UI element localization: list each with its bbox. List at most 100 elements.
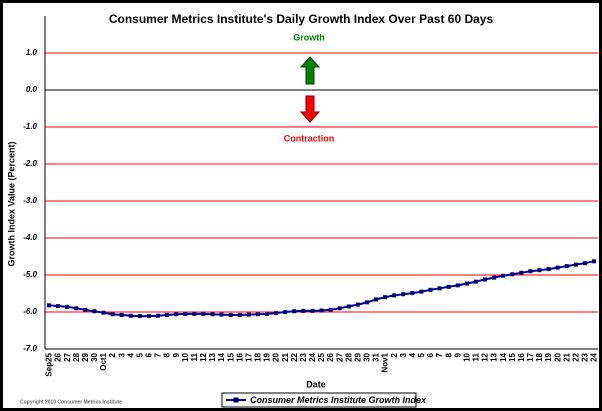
point [437,286,442,291]
x-tick-label: 7 [435,352,444,357]
x-tick-label: 8 [163,352,172,357]
x-tick-label: 3 [399,352,408,357]
point [137,314,142,319]
growth-arrow [299,56,321,85]
y-axis-label: Growth Index Value (Percent) [6,141,16,266]
x-tick-label: Sep25 [45,352,54,376]
point [473,279,478,284]
x-tick-label: 29 [81,352,90,361]
point [201,311,206,316]
x-tick-label: 19 [544,352,553,361]
legend-label: Consumer Metrics Institute Growth Index [250,395,427,405]
copyright: Copyright 2010 Consumer Metrics Institut… [20,399,122,405]
point [255,312,260,317]
point [392,293,397,298]
point [301,308,306,313]
x-tick-label: Oct1 [99,352,108,370]
x-tick-label: 14 [217,352,226,361]
point [110,312,115,317]
x-tick-label: Nov1 [381,352,390,372]
x-tick-label: 15 [226,352,235,361]
point [346,304,351,309]
point [65,304,70,309]
point [582,261,587,266]
point [519,270,524,275]
x-tick-label: 24 [308,352,317,361]
x-tick-label: 18 [535,352,544,361]
point [146,314,151,319]
point [74,306,79,311]
point [483,277,487,282]
x-tick-label: 11 [472,352,481,361]
point [364,300,369,305]
x-tick-label: 23 [581,352,590,361]
point [573,262,578,267]
x-tick-label: 6 [426,352,435,357]
x-tick-label: 10 [462,352,471,361]
x-tick-label: 24 [590,352,599,361]
x-tick-label: 17 [244,352,253,361]
x-tick-label: 3 [117,352,126,357]
x-tick-label: 18 [254,352,263,361]
y-tick-label: -2.0 [23,159,37,168]
x-tick-label: 30 [90,352,99,361]
point [83,307,88,312]
x-tick-label: 22 [571,352,580,361]
point [128,313,133,318]
x-tick-label: 12 [481,352,490,361]
point [319,308,324,313]
x-tick-label: 4 [408,352,417,357]
x-tick-label: 17 [526,352,535,361]
point [192,311,197,316]
point [165,312,170,317]
x-tick-label: 13 [208,352,217,361]
x-tick-label: 2 [108,352,117,357]
point [410,291,415,296]
legend-box [221,392,417,408]
point [383,295,388,300]
point [555,265,560,270]
point [492,275,497,280]
point [546,267,551,272]
x-tick-label: 21 [562,352,571,361]
point [119,312,124,317]
point [92,309,97,314]
y-tick-label: 1.0 [26,48,38,57]
point [101,310,106,315]
x-tick-label: 9 [172,352,181,357]
x-tick-label: 23 [299,352,308,361]
x-tick-label: 27 [335,352,344,361]
x-tick-label: 26 [326,352,335,361]
x-tick-label: 26 [54,352,63,361]
x-tick-label: 4 [126,352,135,357]
point [446,284,451,289]
point [56,304,61,309]
point [219,312,224,317]
point [564,264,569,269]
point [174,312,179,317]
x-tick-label: 16 [235,352,244,361]
x-tick-label: 22 [290,352,299,361]
x-tick-label: 16 [517,352,526,361]
x-tick-label: 20 [272,352,281,361]
x-tick-label: 11 [190,352,199,361]
x-tick-label: 10 [181,352,190,361]
x-tick-label: 21 [281,352,290,361]
x-tick-label: 30 [363,352,372,361]
point [265,311,269,316]
x-tick-label: 5 [417,352,426,357]
x-tick-label: 7 [154,352,163,357]
y-tick-label: -7.0 [23,344,37,353]
y-tick-label: -1.0 [23,122,37,131]
point [274,311,279,316]
chart-title: Consumer Metrics Institute's Daily Growt… [109,12,494,26]
growth-label: Growth [293,32,325,42]
x-tick-label: 31 [372,352,381,361]
point [537,268,542,273]
point [283,310,288,314]
x-tick-label: 8 [444,352,453,357]
point [374,297,378,302]
y-tick-label: -3.0 [23,196,37,205]
